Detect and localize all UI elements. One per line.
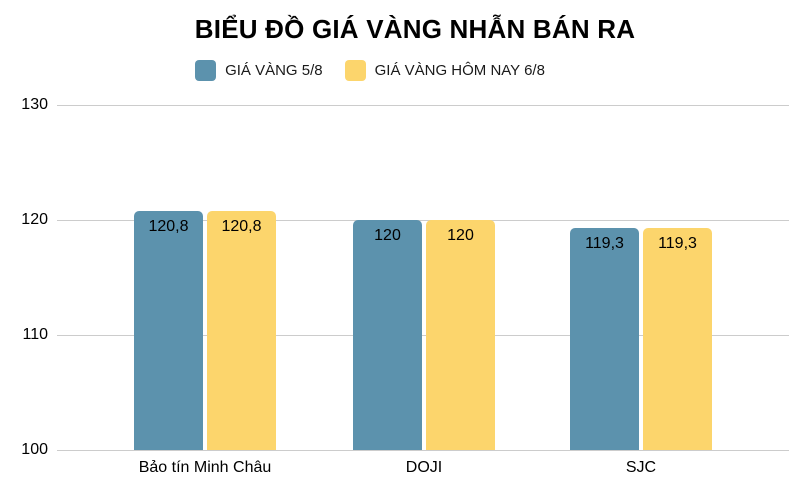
gridline-y-120 (57, 219, 789, 221)
bar-series1-3: 119,3 (570, 228, 639, 450)
bar-value-label: 119,3 (658, 235, 697, 253)
legend-item-series-1: GIÁ VÀNG 5/8 (195, 59, 323, 81)
bar-series2-3: 119,3 (643, 228, 712, 450)
y-axis-tick-label: 130 (21, 96, 48, 113)
y-axis-tick-label: 100 (21, 441, 48, 458)
bar-series1-1: 120,8 (134, 210, 203, 450)
legend-label-series-1: GIÁ VÀNG 5/8 (225, 61, 323, 79)
legend-swatch-blue (195, 59, 217, 81)
chart-title: BIỂU ĐỒ GIÁ VÀNG NHẪN BÁN RA (194, 14, 636, 44)
y-axis-tick-label: 120 (21, 211, 48, 228)
y-axis-tick-label: 110 (22, 326, 48, 343)
bar-value-label: 120 (447, 227, 474, 244)
legend-swatch-yellow (344, 59, 366, 81)
gridline-y-100 (57, 449, 789, 451)
gridline-y-110 (57, 334, 789, 336)
legend-item-series-2: GIÁ VÀNG HÔM NAY 6/8 (344, 59, 545, 81)
bar-value-label: 120,8 (221, 217, 262, 235)
chart-legend: GIÁ VÀNG 5/8 GIÁ VÀNG HÔM NAY 6/8 (0, 58, 770, 82)
x-axis-category-label: DOJI (405, 459, 443, 476)
gridline-y-130 (57, 104, 789, 106)
bar-value-label: 120 (374, 227, 401, 244)
bar-value-label: 119,3 (585, 235, 624, 253)
bar-value-label: 120,8 (148, 217, 189, 235)
bar-series2-1: 120,8 (207, 210, 276, 450)
x-axis-category-label: Bảo tín Minh Châu (138, 459, 272, 476)
legend-label-series-2: GIÁ VÀNG HÔM NAY 6/8 (374, 61, 545, 79)
bar-series2-2: 120 (426, 220, 495, 450)
x-axis-category-label: SJC (625, 459, 657, 476)
bar-series1-2: 120 (353, 220, 422, 450)
